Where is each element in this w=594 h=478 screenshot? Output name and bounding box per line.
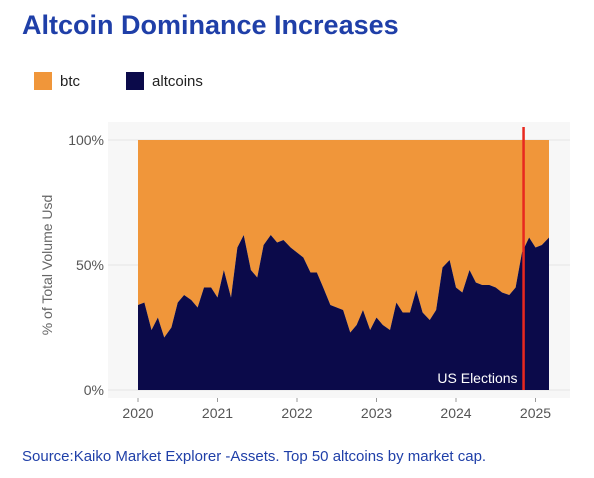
- btc-area: [138, 140, 549, 338]
- x-tick-label-2020: 2020: [122, 405, 153, 421]
- y-axis-ticks: 0% 50% 100%: [68, 132, 104, 398]
- legend-item-btc: btc: [34, 72, 80, 90]
- legend-swatch-altcoins: [126, 72, 145, 90]
- y-axis-label: % of Total Volume Usd: [39, 195, 55, 336]
- y-tick-label-50: 50%: [76, 257, 104, 273]
- altcoins-area: [138, 235, 549, 390]
- chart-title: Altcoin Dominance Increases: [22, 10, 399, 40]
- x-tick-label-2025: 2025: [520, 405, 551, 421]
- x-tick-label-2024: 2024: [440, 405, 471, 421]
- y-tick-label-100: 100%: [68, 132, 104, 148]
- y-tick-label-0: 0%: [84, 382, 104, 398]
- legend-label-altcoins: altcoins: [152, 72, 203, 90]
- x-tick-label-2022: 2022: [281, 405, 312, 421]
- x-tick-label-2023: 2023: [361, 405, 392, 421]
- legend-label-btc: btc: [60, 72, 81, 90]
- legend-swatch-btc: [34, 72, 52, 90]
- chart-container: US Elections 0% 50% 100% 2020 2021 2022 2023 2…: [30, 118, 576, 428]
- chart-legend: btc altcoins: [34, 70, 249, 92]
- legend-item-altcoins: altcoins: [126, 72, 203, 90]
- x-tick-label-2021: 2021: [202, 405, 233, 421]
- us-elections-label: US Elections: [437, 370, 517, 386]
- x-axis-ticks: 2020 2021 2022 2023 2024 2025: [122, 398, 551, 421]
- source-note: Source:Kaiko Market Explorer -Assets. To…: [22, 448, 487, 465]
- area-chart: US Elections 0%50%100% 2020 2021 2022 2023 2…: [39, 122, 570, 421]
